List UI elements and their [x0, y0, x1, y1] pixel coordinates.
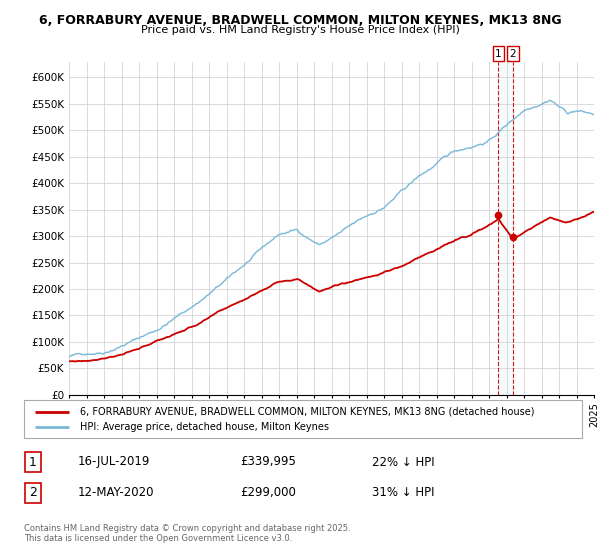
Text: Price paid vs. HM Land Registry's House Price Index (HPI): Price paid vs. HM Land Registry's House …	[140, 25, 460, 35]
Text: 22% ↓ HPI: 22% ↓ HPI	[372, 455, 434, 469]
Bar	[499, 62, 513, 395]
Text: HPI: Average price, detached house, Milton Keynes: HPI: Average price, detached house, Milt…	[80, 422, 329, 432]
Text: 1: 1	[29, 455, 37, 469]
Text: 16-JUL-2019: 16-JUL-2019	[78, 455, 151, 469]
Text: Contains HM Land Registry data © Crown copyright and database right 2025.
This d: Contains HM Land Registry data © Crown c…	[24, 524, 350, 543]
Text: £299,000: £299,000	[240, 486, 296, 500]
Text: 12-MAY-2020: 12-MAY-2020	[78, 486, 155, 500]
FancyBboxPatch shape	[24, 400, 582, 438]
Text: 31% ↓ HPI: 31% ↓ HPI	[372, 486, 434, 500]
Text: 6, FORRABURY AVENUE, BRADWELL COMMON, MILTON KEYNES, MK13 8NG (detached house): 6, FORRABURY AVENUE, BRADWELL COMMON, MI…	[80, 407, 534, 417]
Text: 1: 1	[495, 49, 502, 59]
Text: 2: 2	[29, 486, 37, 500]
Text: 6, FORRABURY AVENUE, BRADWELL COMMON, MILTON KEYNES, MK13 8NG: 6, FORRABURY AVENUE, BRADWELL COMMON, MI…	[38, 14, 562, 27]
Text: 2: 2	[509, 49, 516, 59]
Text: £339,995: £339,995	[240, 455, 296, 469]
